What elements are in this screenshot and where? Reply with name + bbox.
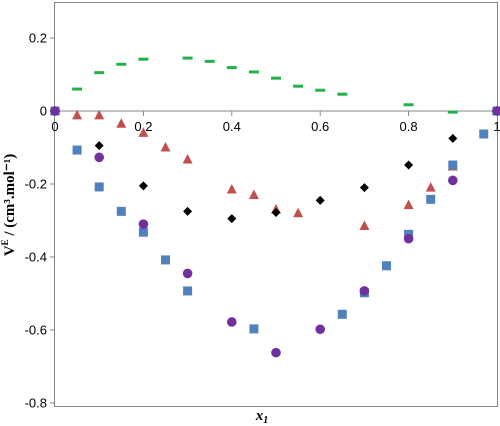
data-point-triangle xyxy=(160,142,171,152)
data-point-dash xyxy=(226,66,237,70)
y-tick-label: -0.2 xyxy=(25,177,47,192)
data-point-diamond xyxy=(315,195,325,205)
data-point-square xyxy=(448,160,458,170)
data-point-dash xyxy=(182,56,193,60)
data-point-triangle xyxy=(116,118,127,128)
data-point-triangle xyxy=(138,127,149,137)
data-point-diamond xyxy=(448,133,458,143)
data-point-triangle xyxy=(403,199,414,210)
data-point-square xyxy=(161,255,170,265)
y-tick-label: -0.6 xyxy=(25,323,47,338)
data-point-dash xyxy=(94,71,105,75)
x-tick-label: 0.2 xyxy=(134,119,152,134)
data-point-diamond xyxy=(404,160,414,170)
data-point-triangle xyxy=(293,207,304,218)
data-point-dash xyxy=(138,57,149,61)
y-axis-title-main: V xyxy=(2,245,18,256)
data-point-circle xyxy=(492,106,500,116)
data-point-diamond xyxy=(271,207,281,217)
x-tick-label: 0.6 xyxy=(311,119,329,134)
y-axis-title-sup: E xyxy=(0,239,10,245)
data-point-circle xyxy=(448,175,458,186)
data-point-dash xyxy=(271,76,281,80)
x-axis-title: x1 xyxy=(255,408,269,426)
x-tick-label: 0 xyxy=(51,119,58,134)
data-point-square xyxy=(94,182,104,192)
y-tick-label: -0.4 xyxy=(25,250,47,265)
data-marks xyxy=(50,56,500,358)
data-point-dash xyxy=(403,103,414,107)
y-tick-label: 0.2 xyxy=(29,31,47,46)
data-point-square xyxy=(479,129,489,139)
data-point-dash xyxy=(447,110,458,114)
data-point-square xyxy=(116,206,126,216)
data-point-diamond xyxy=(359,183,369,193)
data-point-square xyxy=(337,309,347,319)
data-point-square xyxy=(183,286,193,296)
axis-ticks: 0 0.2 0.4 0.6 0.8 1 -0.8 -0.6 -0.4 -0.2 0 0.2 xyxy=(25,31,500,411)
data-point-circle xyxy=(359,286,370,296)
data-point-dash xyxy=(248,70,259,74)
data-point-dash xyxy=(72,87,83,91)
data-point-square xyxy=(382,261,391,271)
data-point-circle xyxy=(50,106,60,116)
data-point-square xyxy=(426,194,436,204)
data-point-dash xyxy=(315,88,326,92)
data-point-triangle xyxy=(425,182,436,192)
x-tick-label: 1 xyxy=(493,119,500,134)
data-point-triangle xyxy=(94,109,105,120)
y-axis-title-unit: / (cm³.mol⁻¹) xyxy=(2,154,18,240)
data-point-triangle xyxy=(248,189,259,199)
data-point-circle xyxy=(94,152,104,163)
data-point-triangle xyxy=(182,154,193,164)
data-point-square xyxy=(72,145,82,155)
data-point-triangle xyxy=(72,109,83,120)
data-point-dash xyxy=(116,62,127,66)
x-axis-title-main: x xyxy=(255,408,264,424)
x-tick-label: 0.8 xyxy=(400,119,418,134)
data-point-triangle xyxy=(359,220,370,230)
x-tick-label: 0.4 xyxy=(223,119,241,134)
data-point-triangle xyxy=(226,183,237,194)
data-point-diamond xyxy=(138,181,148,191)
data-point-circle xyxy=(182,268,193,279)
data-point-dash xyxy=(337,92,348,96)
y-axis-title: VE / (cm³.mol⁻¹) xyxy=(0,154,18,257)
data-point-square xyxy=(249,324,259,334)
data-point-dash xyxy=(293,84,304,88)
data-point-dash xyxy=(204,59,215,63)
data-point-circle xyxy=(403,233,414,244)
data-point-circle xyxy=(271,347,281,358)
data-point-diamond xyxy=(227,214,237,224)
data-point-circle xyxy=(227,317,237,327)
data-point-circle xyxy=(138,219,149,229)
data-point-diamond xyxy=(183,206,193,216)
data-point-circle xyxy=(315,324,326,335)
y-tick-label: -0.8 xyxy=(25,396,47,411)
data-point-diamond xyxy=(94,141,104,151)
y-tick-label: 0 xyxy=(40,104,47,119)
data-point-square xyxy=(138,227,148,237)
x-axis-title-sub: 1 xyxy=(263,415,268,426)
